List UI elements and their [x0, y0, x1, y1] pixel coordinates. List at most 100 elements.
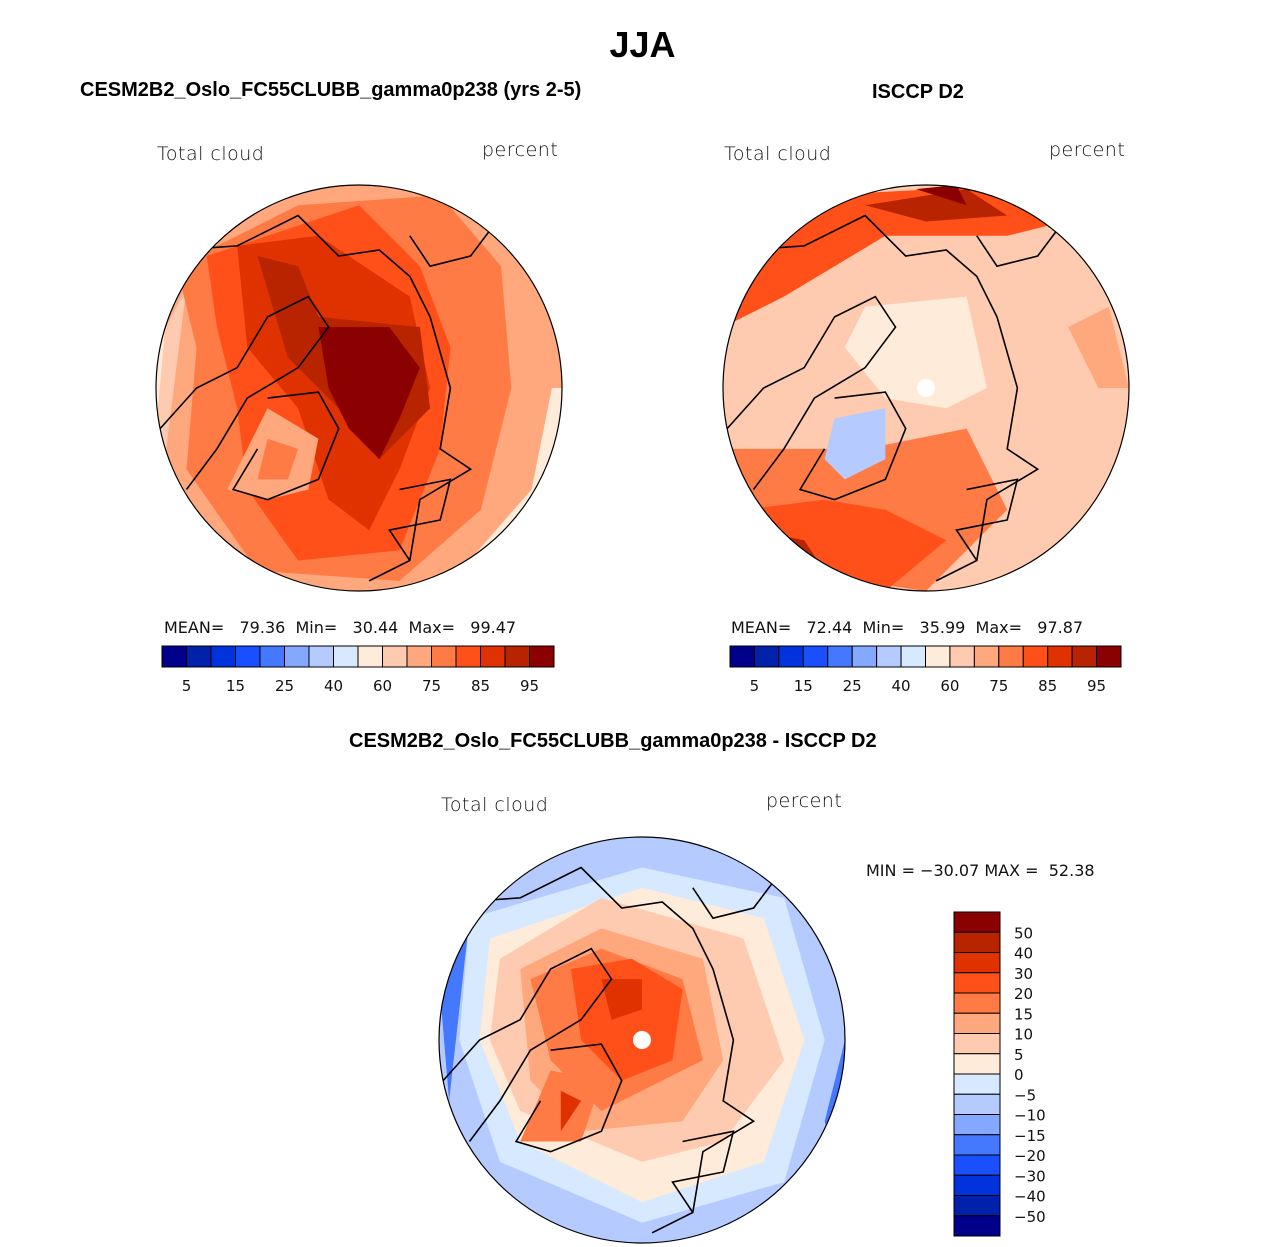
colorbar-swatch — [284, 645, 310, 668]
colorbar-swatch — [729, 645, 755, 668]
stats-obs: MEAN= 72.44 Min= 35.99 Max= 97.87 — [731, 618, 1083, 637]
colorbar-tick-label: 15 — [226, 677, 245, 695]
contour-fill — [560, 1090, 582, 1132]
coastline — [176, 214, 473, 582]
map-obs — [722, 184, 1130, 592]
colorbar-swatch — [480, 645, 506, 668]
min-value: 30.44 — [352, 618, 399, 637]
colorbar-swatch — [827, 645, 853, 668]
colorbar-tick-label: 85 — [1038, 677, 1057, 695]
colorbar-swatch — [851, 645, 878, 668]
contour-fill — [601, 979, 642, 1020]
contour-fill — [723, 185, 1089, 328]
colorbar-tick-label: 85 — [471, 677, 490, 695]
colorbar-swatch — [431, 645, 457, 668]
contour-fill — [1068, 306, 1129, 388]
coastline — [955, 478, 1019, 561]
colorbar-swatch — [953, 972, 1001, 994]
coastline — [159, 295, 330, 490]
contour-fill — [318, 327, 420, 460]
contour-fill — [571, 958, 683, 1081]
colorbar-tick-label: 10 — [1014, 1026, 1033, 1044]
colorbar-swatch — [953, 1033, 1001, 1055]
colorbar-swatch — [1071, 645, 1098, 668]
colorbar-tick-label: 50 — [1014, 924, 1033, 942]
colorbar-tick-label: 75 — [989, 677, 1008, 695]
colorbar-tick-label: −10 — [1014, 1107, 1046, 1125]
colorbar-swatch — [1047, 645, 1073, 668]
colorbar-swatch — [382, 645, 408, 668]
mean-label: MEAN= — [164, 618, 225, 637]
colorbar-tick-label: 40 — [892, 677, 911, 695]
coastline — [231, 391, 340, 501]
min-label: Min= — [862, 618, 905, 637]
colorbar-tick-label: 5 — [182, 677, 192, 695]
contour-fill — [257, 438, 299, 480]
coastline — [671, 1130, 735, 1213]
colorbar-swatch — [953, 952, 1001, 974]
map-boundary — [722, 184, 1130, 592]
contour-fill — [824, 408, 886, 480]
colorbar-swatch — [953, 1154, 1001, 1176]
colorbar-tick-label: −40 — [1014, 1188, 1046, 1206]
units-label-model: percent — [482, 139, 559, 161]
mean-value: 72.44 — [806, 618, 853, 637]
colorbar-swatch — [953, 992, 1001, 1014]
max-value: 99.47 — [470, 618, 517, 637]
colorbar-tick-label: 40 — [324, 677, 343, 695]
colorbar-swatch — [953, 1195, 1001, 1217]
colorbar-swatch — [161, 645, 187, 668]
colorbar-swatch — [953, 1134, 1001, 1156]
figure-title: JJA — [609, 24, 676, 65]
map-boundary — [438, 836, 846, 1244]
colorbar-swatch — [778, 645, 804, 668]
colorbar-tick-label: 95 — [1087, 677, 1106, 695]
variable-label-obs: Total cloud — [724, 143, 832, 165]
colorbar-swatch — [953, 931, 1001, 953]
missing-data-pole — [633, 1031, 651, 1049]
colorbar-swatch — [406, 645, 432, 668]
coastline — [442, 947, 613, 1142]
contour-fill — [915, 185, 967, 206]
max-label: Max= — [975, 618, 1023, 637]
colorbar-tick-label: 25 — [843, 677, 862, 695]
colorbar-swatch — [259, 645, 285, 668]
coastline — [692, 867, 785, 920]
colorbar-tick-label: −20 — [1014, 1147, 1046, 1165]
colorbar-swatch — [357, 645, 383, 668]
colorbar-swatch — [953, 1073, 1001, 1095]
colorbars: 5 15 25 40 60 75 85 95 5 15 25 40 60 75 85 955040302015… — [161, 645, 1122, 1237]
map-boundary — [155, 184, 563, 592]
colorbar-tick-label: 5 — [750, 677, 760, 695]
max-label: Max= — [408, 618, 456, 637]
coastline — [798, 391, 907, 501]
colorbar-swatch — [210, 645, 236, 668]
stats-model: MEAN= 79.36 Min= 30.44 Max= 99.47 — [164, 618, 516, 637]
colorbar-swatch — [876, 645, 902, 668]
variable-label-model: Total cloud — [157, 143, 265, 165]
colorbar-tick-label: 5 — [1014, 1046, 1024, 1064]
colorbar-tick-label: 75 — [422, 677, 441, 695]
colorbar-tick-label: 40 — [1014, 945, 1033, 963]
colorbar-tick-label: −5 — [1014, 1086, 1036, 1104]
colorbar-tick-label: 95 — [520, 677, 539, 695]
coastline — [743, 214, 1040, 582]
colorbar-swatch — [1096, 645, 1122, 668]
panel-title-obs: ISCCP D2 — [872, 81, 964, 103]
colorbar-swatch — [504, 645, 530, 668]
coastline — [976, 215, 1069, 268]
contour-fill — [865, 189, 1008, 222]
colorbar-tick-label: −15 — [1014, 1127, 1046, 1145]
max-value: 97.87 — [1037, 618, 1084, 637]
colorbar-tick-label: 25 — [275, 677, 294, 695]
panel-title-model: CESM2B2_Oslo_FC55CLUBB_gamma0p238 (yrs 2… — [80, 79, 582, 101]
colorbar-swatch — [925, 645, 951, 668]
contour-fill — [844, 296, 987, 409]
colorbar-swatch — [953, 1012, 1001, 1034]
colorbar-swatch — [753, 645, 780, 668]
colorbar-swatch — [998, 645, 1024, 668]
colorbar-swatch — [529, 645, 555, 668]
missing-data-pole — [917, 379, 935, 397]
colorbar-swatch — [308, 645, 334, 668]
